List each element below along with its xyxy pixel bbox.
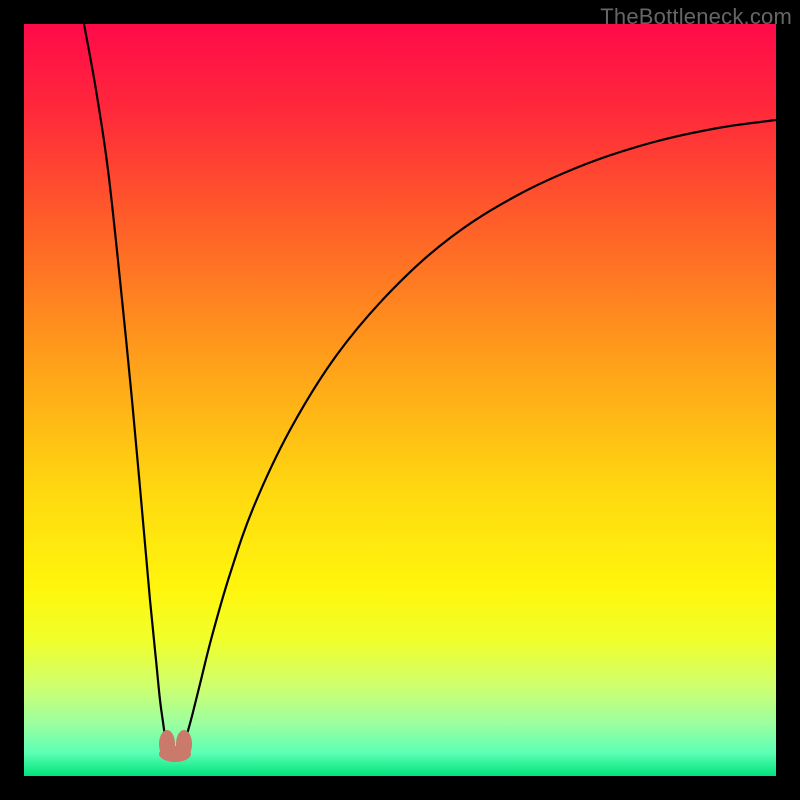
chart-container: TheBottleneck.com	[0, 0, 800, 800]
watermark-label: TheBottleneck.com	[600, 4, 792, 30]
plot-background	[24, 24, 776, 776]
bottleneck-chart	[0, 0, 800, 800]
